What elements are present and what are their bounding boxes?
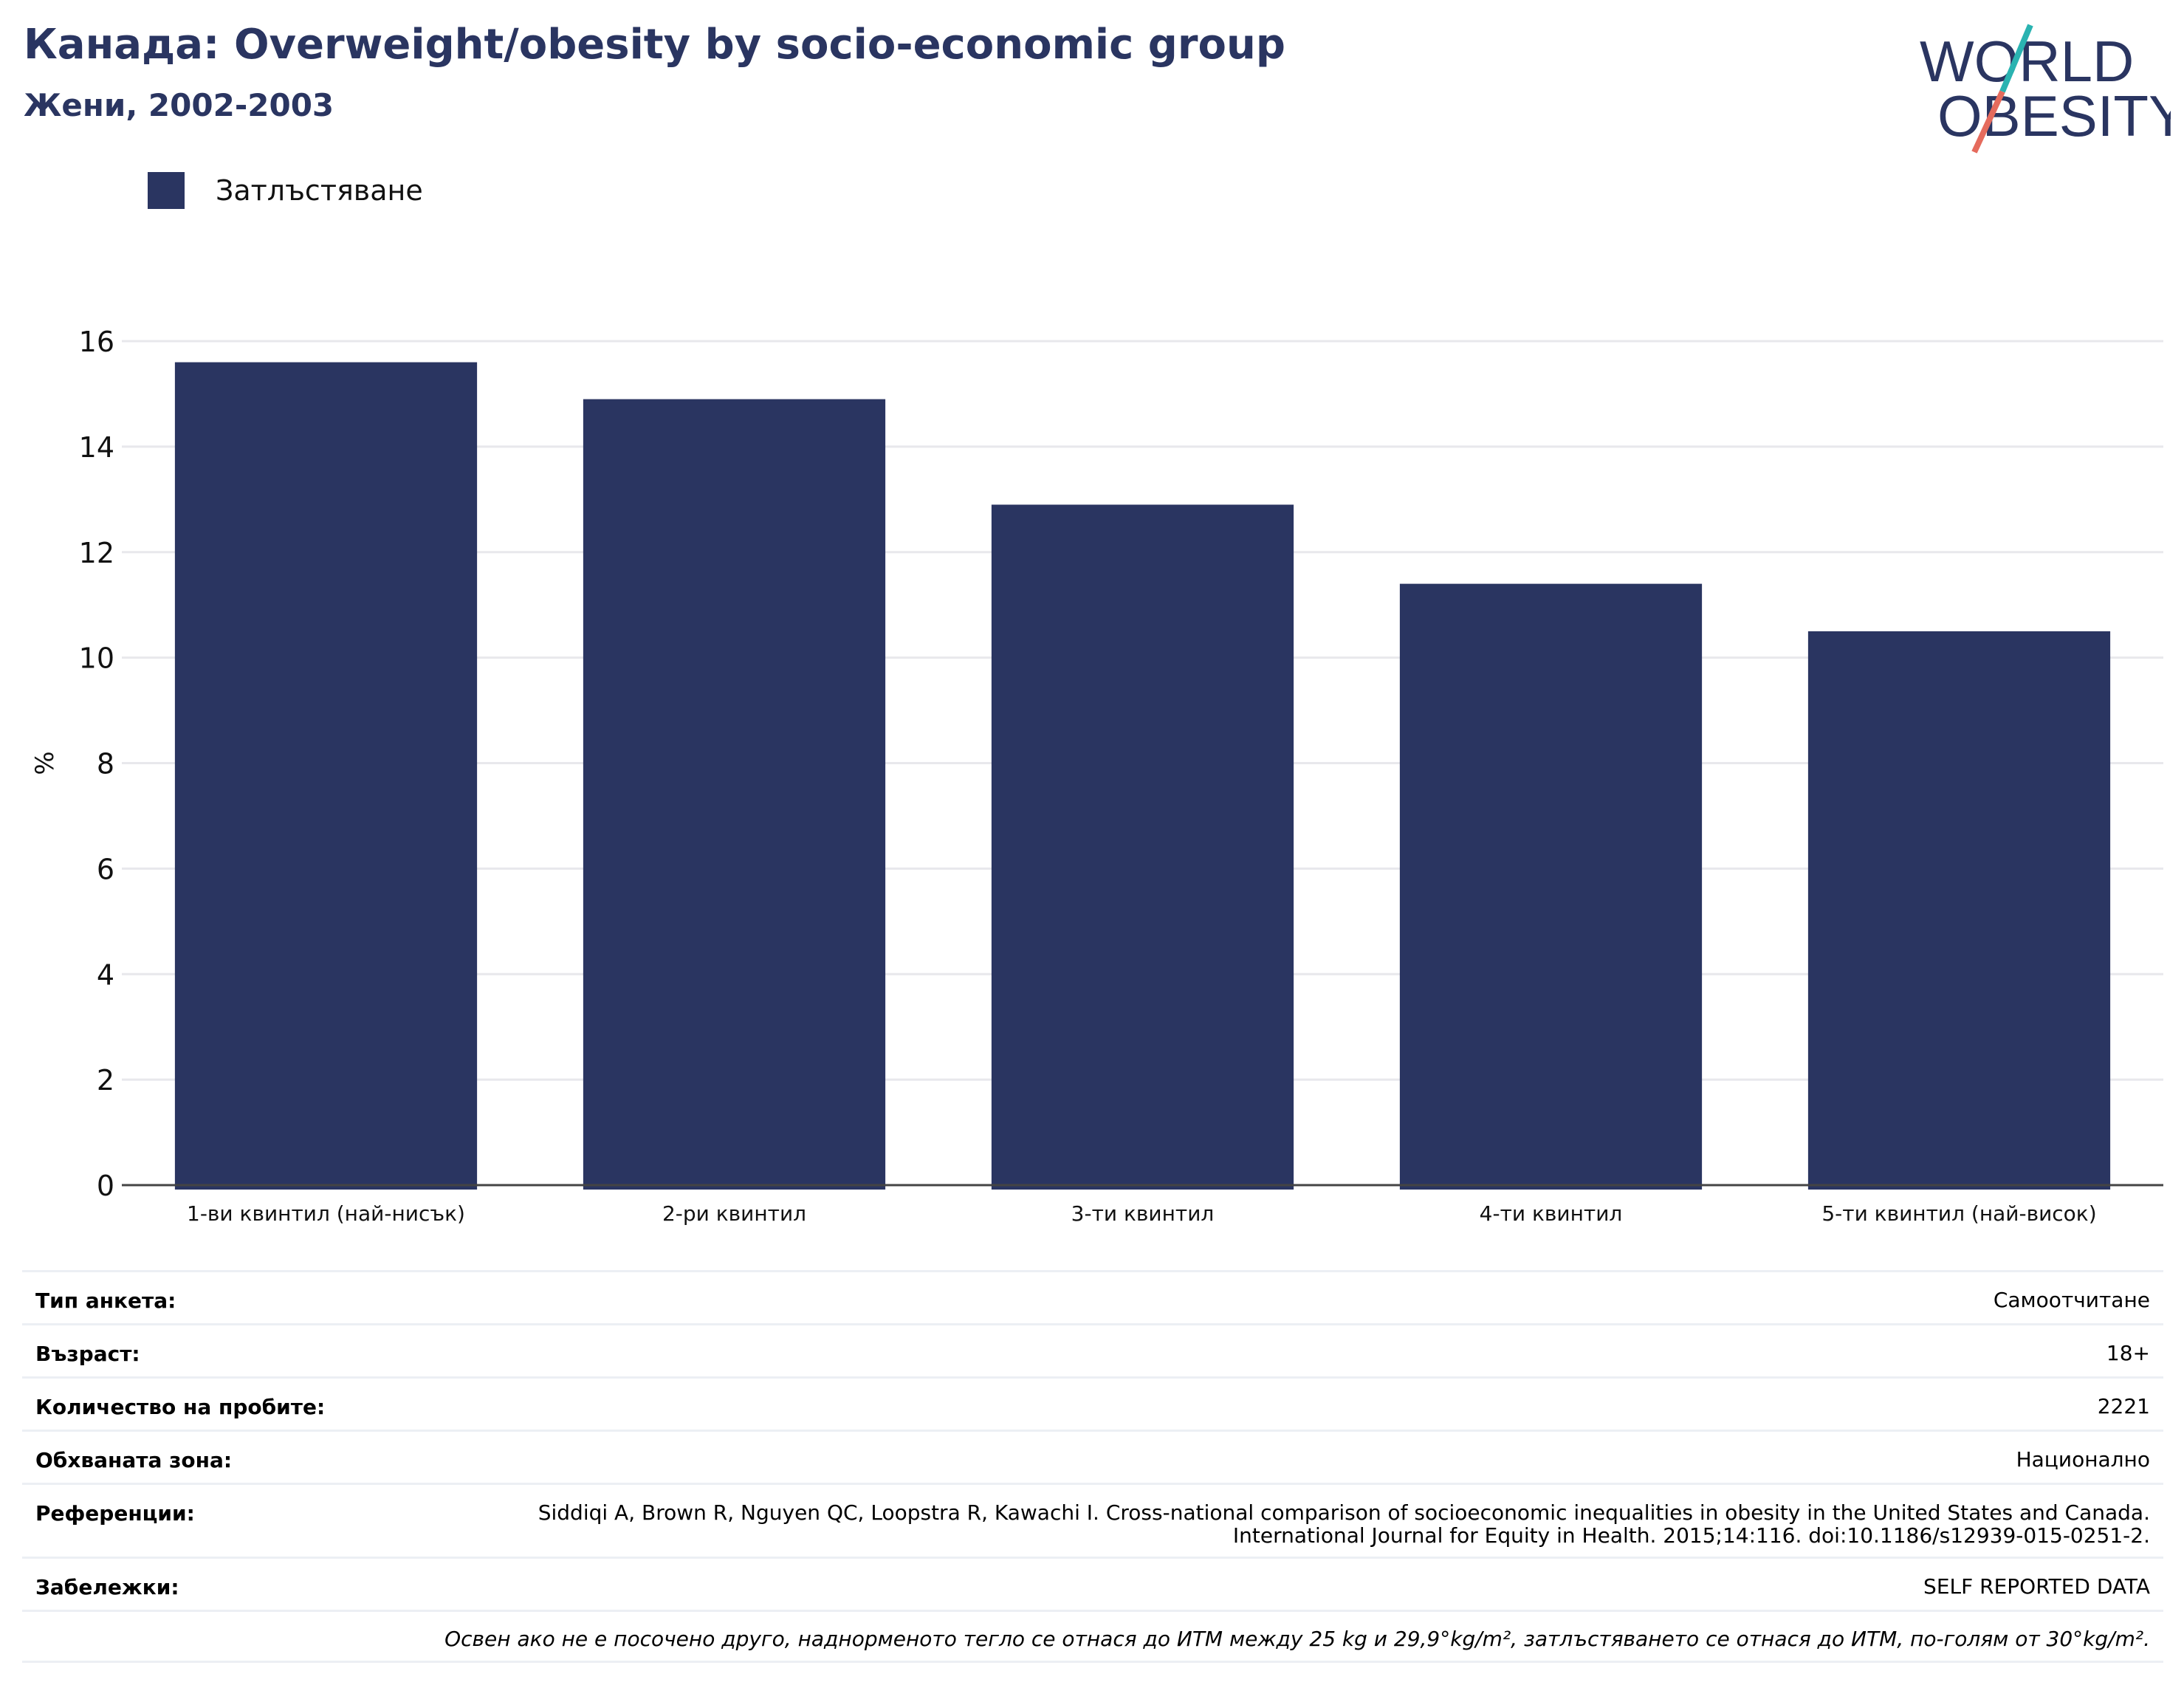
legend-swatch: [148, 172, 185, 209]
info-table: Тип анкета: Самоотчитане Възраст: 18+ Ко…: [22, 1270, 2163, 1663]
info-row-sample-size: Количество на пробите: 2221: [22, 1376, 2163, 1430]
info-key: Количество на пробите:: [35, 1395, 326, 1419]
bar: [1399, 583, 1703, 1190]
bar: [583, 399, 886, 1190]
info-key: Възраст:: [35, 1342, 140, 1366]
y-tick-label: 16: [79, 326, 114, 358]
logo-slash-teal: [1999, 24, 2033, 93]
x-tick-label: 3-ти квинтил: [1071, 1201, 1215, 1226]
info-row-age: Възраст: 18+: [22, 1323, 2163, 1376]
info-value: Национално: [2016, 1447, 2150, 1472]
y-tick-label: 12: [79, 537, 114, 569]
info-value: 18+: [2106, 1341, 2150, 1365]
info-row-notes: Забележки: SELF REPORTED DATA: [22, 1557, 2163, 1610]
bar: [1807, 631, 2111, 1190]
y-tick-label: 6: [97, 853, 114, 885]
y-tick-label: 2: [97, 1064, 114, 1097]
y-tick-label: 0: [97, 1170, 114, 1202]
info-row-references: Референции: Siddiqi A, Brown R, Nguyen Q…: [22, 1483, 2163, 1557]
info-key: Обхваната зона:: [35, 1448, 233, 1472]
y-tick-label: 10: [79, 642, 114, 675]
bar: [991, 504, 1294, 1190]
info-value: 2221: [2097, 1394, 2150, 1418]
y-tick-label: 14: [79, 431, 114, 464]
info-value: SELF REPORTED DATA: [1923, 1574, 2150, 1599]
x-tick-label: 2-ри квинтил: [662, 1201, 806, 1226]
y-tick-label: 8: [97, 748, 114, 780]
info-value: Самоотчитане: [1993, 1288, 2150, 1312]
chart-subtitle: Жени, 2002-2003: [24, 87, 334, 123]
info-value: Siddiqi A, Brown R, Nguyen QC, Loopstra …: [538, 1500, 2150, 1548]
info-key: Забележки:: [35, 1575, 179, 1599]
x-tick-label: 4-ти квинтил: [1480, 1201, 1623, 1226]
y-axis-label: %: [30, 751, 60, 775]
logo-slash-coral: [1971, 90, 2005, 154]
y-tick-label: 4: [97, 958, 114, 991]
logo-word-obesity: OBESITY: [1937, 83, 2171, 148]
chart-title: Канада: Overweight/obesity by socio-econ…: [24, 21, 1285, 69]
bar-chart: 0 2 4 6 8 10 12 14 16% 1-ви квинтил (най-нисък) 2-…: [30, 326, 2163, 1226]
footnote: Освен ако не е посочено друго, наднормен…: [22, 1610, 2163, 1663]
info-row-coverage: Обхваната зона: Национално: [22, 1430, 2163, 1483]
info-key: Тип анкета:: [35, 1288, 176, 1313]
bar: [174, 362, 478, 1190]
legend: Затлъстяване: [148, 171, 423, 210]
info-row-survey-type: Тип анкета: Самоотчитане: [22, 1270, 2163, 1323]
x-tick-label: 1-ви квинтил (най-нисък): [187, 1201, 465, 1226]
legend-label: Затлъстяване: [216, 174, 423, 207]
x-tick-label: 5-ти квинтил (най-висок): [1821, 1201, 2096, 1226]
info-key: Референции:: [35, 1501, 195, 1526]
world-obesity-logo: WORLD OBESITY: [1920, 24, 2171, 154]
